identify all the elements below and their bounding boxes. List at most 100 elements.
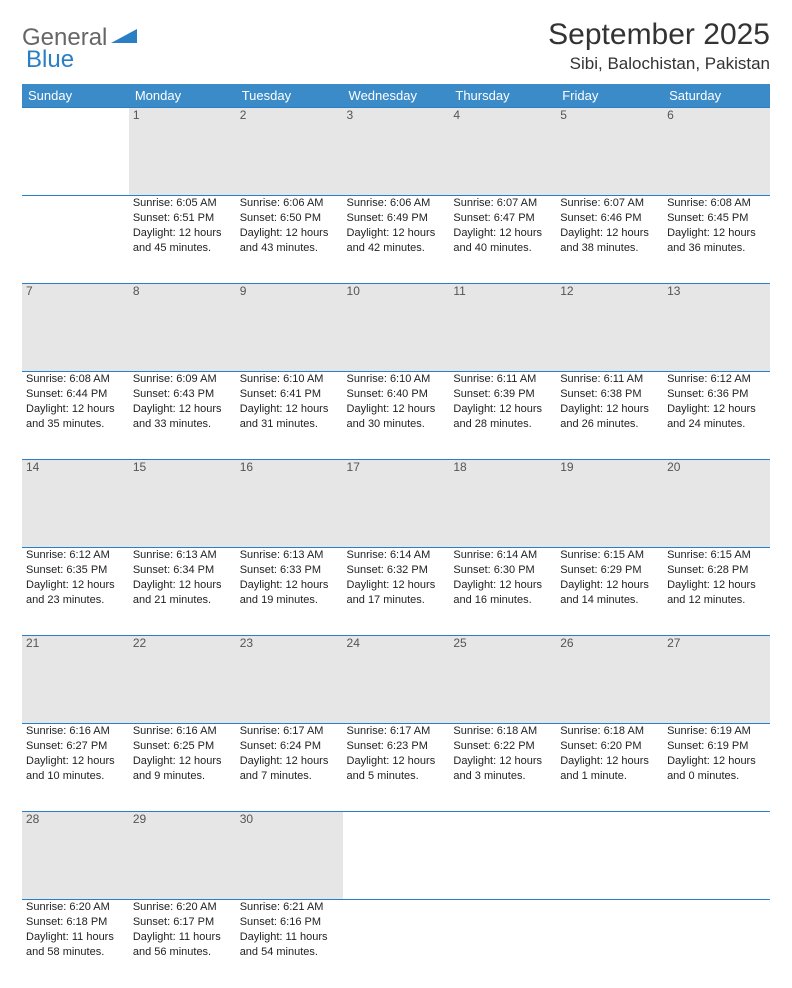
weekday-header: Thursday (449, 84, 556, 108)
daylight-text-1: Daylight: 12 hours (347, 226, 446, 241)
day-number-cell: 25 (449, 636, 556, 724)
weekday-header: Monday (129, 84, 236, 108)
daylight-text-1: Daylight: 11 hours (133, 930, 232, 945)
sunrise-text: Sunrise: 6:07 AM (453, 196, 552, 211)
sunrise-text: Sunrise: 6:10 AM (240, 372, 339, 387)
sunset-text: Sunset: 6:30 PM (453, 563, 552, 578)
day-number-cell: 8 (129, 284, 236, 372)
calendar-table: Sunday Monday Tuesday Wednesday Thursday… (22, 84, 770, 988)
daylight-text-2: and 17 minutes. (347, 593, 446, 608)
sunset-text: Sunset: 6:50 PM (240, 211, 339, 226)
day-number-cell: 21 (22, 636, 129, 724)
sunrise-text: Sunrise: 6:15 AM (560, 548, 659, 563)
day-cell: Sunrise: 6:09 AMSunset: 6:43 PMDaylight:… (129, 372, 236, 460)
sunrise-text: Sunrise: 6:07 AM (560, 196, 659, 211)
day-cell (556, 900, 663, 988)
daylight-text-1: Daylight: 12 hours (667, 226, 766, 241)
day-cell: Sunrise: 6:06 AMSunset: 6:50 PMDaylight:… (236, 196, 343, 284)
sunset-text: Sunset: 6:47 PM (453, 211, 552, 226)
daynum-row: 123456 (22, 108, 770, 196)
day-cell: Sunrise: 6:16 AMSunset: 6:27 PMDaylight:… (22, 724, 129, 812)
day-cell: Sunrise: 6:21 AMSunset: 6:16 PMDaylight:… (236, 900, 343, 988)
day-number-cell: 2 (236, 108, 343, 196)
daylight-text-1: Daylight: 12 hours (26, 578, 125, 593)
day-cell: Sunrise: 6:15 AMSunset: 6:29 PMDaylight:… (556, 548, 663, 636)
daylight-text-1: Daylight: 11 hours (240, 930, 339, 945)
day-number-cell: 7 (22, 284, 129, 372)
daylight-text-2: and 26 minutes. (560, 417, 659, 432)
day-number-cell: 11 (449, 284, 556, 372)
daylight-text-2: and 0 minutes. (667, 769, 766, 784)
sunrise-text: Sunrise: 6:19 AM (667, 724, 766, 739)
sunrise-text: Sunrise: 6:11 AM (560, 372, 659, 387)
day-cell: Sunrise: 6:12 AMSunset: 6:35 PMDaylight:… (22, 548, 129, 636)
day-cell: Sunrise: 6:14 AMSunset: 6:32 PMDaylight:… (343, 548, 450, 636)
daylight-text-1: Daylight: 12 hours (560, 226, 659, 241)
sunrise-text: Sunrise: 6:17 AM (240, 724, 339, 739)
day-number-cell: 20 (663, 460, 770, 548)
daylight-text-2: and 12 minutes. (667, 593, 766, 608)
day-number-cell: 28 (22, 812, 129, 900)
sunrise-text: Sunrise: 6:18 AM (560, 724, 659, 739)
day-number-cell: 24 (343, 636, 450, 724)
location: Sibi, Balochistan, Pakistan (548, 54, 770, 74)
day-body-row: Sunrise: 6:05 AMSunset: 6:51 PMDaylight:… (22, 196, 770, 284)
day-cell (343, 900, 450, 988)
daylight-text-1: Daylight: 12 hours (133, 578, 232, 593)
daylight-text-2: and 1 minute. (560, 769, 659, 784)
sunrise-text: Sunrise: 6:13 AM (133, 548, 232, 563)
day-number-cell (556, 812, 663, 900)
day-cell: Sunrise: 6:20 AMSunset: 6:17 PMDaylight:… (129, 900, 236, 988)
day-cell: Sunrise: 6:16 AMSunset: 6:25 PMDaylight:… (129, 724, 236, 812)
sunset-text: Sunset: 6:28 PM (667, 563, 766, 578)
daylight-text-1: Daylight: 12 hours (26, 402, 125, 417)
sunset-text: Sunset: 6:40 PM (347, 387, 446, 402)
day-number-cell: 26 (556, 636, 663, 724)
daylight-text-1: Daylight: 12 hours (240, 402, 339, 417)
day-cell (449, 900, 556, 988)
daylight-text-1: Daylight: 12 hours (240, 754, 339, 769)
title-block: September 2025 Sibi, Balochistan, Pakist… (548, 18, 770, 74)
sunset-text: Sunset: 6:24 PM (240, 739, 339, 754)
weekday-header-row: Sunday Monday Tuesday Wednesday Thursday… (22, 84, 770, 108)
daylight-text-2: and 23 minutes. (26, 593, 125, 608)
daylight-text-1: Daylight: 12 hours (240, 226, 339, 241)
day-cell: Sunrise: 6:17 AMSunset: 6:23 PMDaylight:… (343, 724, 450, 812)
day-number-cell: 19 (556, 460, 663, 548)
day-body-row: Sunrise: 6:16 AMSunset: 6:27 PMDaylight:… (22, 724, 770, 812)
weekday-header: Wednesday (343, 84, 450, 108)
daylight-text-1: Daylight: 12 hours (133, 402, 232, 417)
day-number-cell: 27 (663, 636, 770, 724)
day-cell: Sunrise: 6:19 AMSunset: 6:19 PMDaylight:… (663, 724, 770, 812)
sunset-text: Sunset: 6:39 PM (453, 387, 552, 402)
day-cell: Sunrise: 6:13 AMSunset: 6:33 PMDaylight:… (236, 548, 343, 636)
sunset-text: Sunset: 6:43 PM (133, 387, 232, 402)
weekday-header: Saturday (663, 84, 770, 108)
daylight-text-1: Daylight: 12 hours (667, 578, 766, 593)
sunrise-text: Sunrise: 6:14 AM (347, 548, 446, 563)
day-number-cell: 3 (343, 108, 450, 196)
sunrise-text: Sunrise: 6:12 AM (667, 372, 766, 387)
sunset-text: Sunset: 6:34 PM (133, 563, 232, 578)
header: General September 2025 Sibi, Balochistan… (22, 18, 770, 74)
daylight-text-2: and 5 minutes. (347, 769, 446, 784)
sunset-text: Sunset: 6:33 PM (240, 563, 339, 578)
day-cell: Sunrise: 6:10 AMSunset: 6:41 PMDaylight:… (236, 372, 343, 460)
sunset-text: Sunset: 6:20 PM (560, 739, 659, 754)
weekday-header: Friday (556, 84, 663, 108)
sunrise-text: Sunrise: 6:17 AM (347, 724, 446, 739)
daylight-text-2: and 35 minutes. (26, 417, 125, 432)
daylight-text-2: and 56 minutes. (133, 945, 232, 960)
daylight-text-1: Daylight: 12 hours (667, 402, 766, 417)
daylight-text-1: Daylight: 12 hours (453, 402, 552, 417)
sunset-text: Sunset: 6:46 PM (560, 211, 659, 226)
sunrise-text: Sunrise: 6:06 AM (347, 196, 446, 211)
sunrise-text: Sunrise: 6:21 AM (240, 900, 339, 915)
day-number-cell: 5 (556, 108, 663, 196)
day-number-cell (449, 812, 556, 900)
day-number-cell: 30 (236, 812, 343, 900)
day-number-cell: 15 (129, 460, 236, 548)
sunrise-text: Sunrise: 6:14 AM (453, 548, 552, 563)
daylight-text-2: and 42 minutes. (347, 241, 446, 256)
month-title: September 2025 (548, 18, 770, 52)
